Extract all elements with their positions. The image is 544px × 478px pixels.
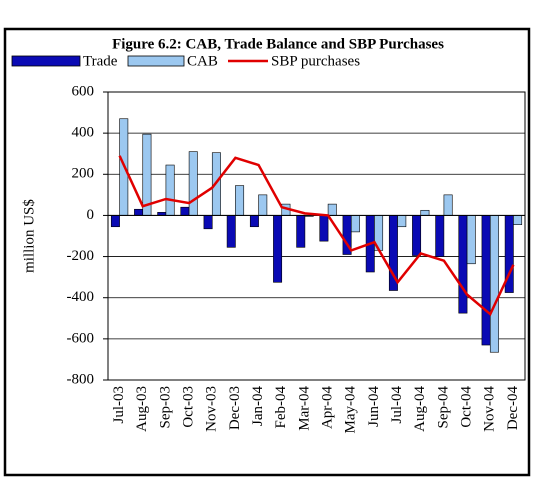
x-tick-label: May-04: [343, 386, 359, 434]
bar: [458, 215, 468, 314]
bar: [180, 206, 190, 216]
x-tick-label: Jun-04: [366, 386, 382, 427]
bar: [412, 215, 422, 256]
legend-label: CAB: [187, 53, 218, 69]
x-tick-label: Aug-04: [412, 386, 428, 432]
bar: [481, 215, 491, 346]
x-tick-label: Sep-04: [435, 386, 451, 429]
x-tick-label: Aug-03: [134, 386, 150, 432]
x-tick-label: Nov-03: [204, 386, 220, 432]
bar: [350, 215, 360, 233]
plot-area: [107, 91, 526, 381]
bar: [435, 215, 445, 257]
y-tick-label: 0: [87, 207, 95, 223]
bar: [110, 215, 120, 228]
bar: [319, 215, 329, 242]
y-tick-label: 400: [72, 125, 95, 141]
bar: [235, 185, 245, 216]
legend-swatch: [127, 55, 185, 67]
bar: [258, 194, 268, 216]
bar: [489, 215, 499, 353]
x-tick-label: Feb-04: [273, 386, 289, 429]
bar: [134, 208, 144, 216]
x-tick-label: Dec-04: [505, 386, 521, 431]
legend-label: Trade: [83, 53, 118, 69]
bar: [466, 215, 476, 265]
x-tick-label: Sep-03: [157, 386, 173, 429]
y-tick-label: -800: [67, 371, 95, 387]
x-tick-label: Jul-04: [389, 386, 405, 424]
y-tick-label: 600: [72, 83, 95, 99]
bar: [420, 209, 430, 216]
legend-label: SBP purchases: [271, 53, 360, 69]
bar: [203, 215, 213, 230]
legend-swatch: [11, 55, 81, 67]
bar: [273, 215, 283, 283]
y-tick-label: -600: [67, 330, 95, 346]
x-tick-label: Jan-04: [250, 386, 266, 426]
x-tick-label: Mar-04: [296, 386, 312, 431]
x-tick-label: Dec-03: [227, 386, 243, 430]
y-tick-label: -200: [67, 248, 95, 264]
bar: [397, 215, 407, 228]
bar: [226, 215, 236, 248]
chart-title: Figure 6.2: CAB, Trade Balance and SBP P…: [112, 36, 444, 52]
x-tick-label: Jul-03: [111, 386, 127, 424]
x-tick-label: Oct-04: [459, 386, 475, 428]
y-axis-label: million US$: [21, 199, 37, 273]
bar: [188, 151, 198, 216]
bar: [443, 194, 453, 216]
bar: [249, 215, 259, 228]
bar: [513, 215, 523, 225]
x-tick-label: Oct-03: [181, 386, 197, 428]
x-tick-label: Nov-04: [482, 386, 498, 432]
bar: [296, 215, 306, 248]
y-tick-label: -400: [67, 289, 95, 305]
bar: [165, 164, 175, 216]
bar: [327, 203, 337, 216]
x-tick-label: Apr-04: [320, 386, 336, 430]
y-tick-label: 200: [72, 166, 95, 182]
line: [118, 155, 515, 317]
